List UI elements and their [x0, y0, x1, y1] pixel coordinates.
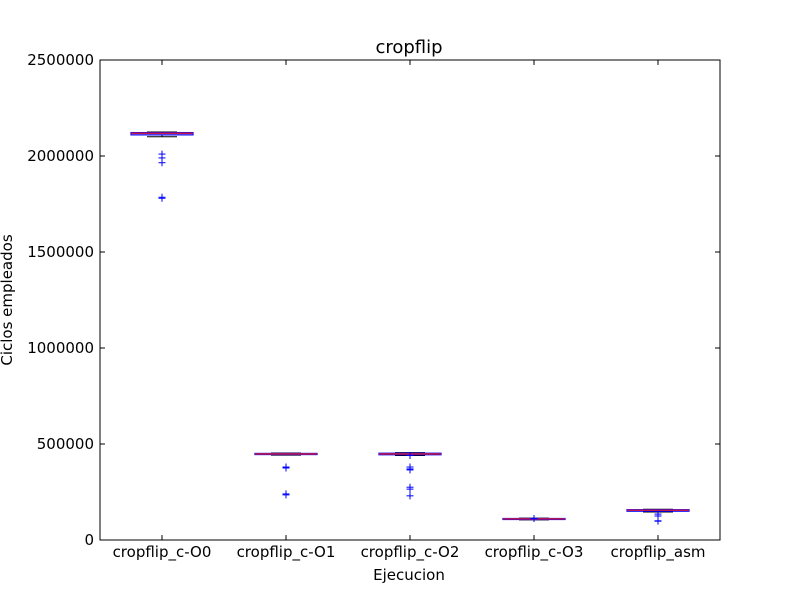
outlier-marker [406, 466, 414, 474]
box-group-cropflip_c-O3 [502, 514, 566, 522]
x-tick-label: cropflip_c-O0 [113, 543, 212, 562]
y-tick-label: 0 [84, 531, 94, 549]
outlier-marker [406, 492, 414, 500]
outlier-marker [406, 452, 414, 460]
chart-title: cropflip [375, 37, 442, 58]
box-group-cropflip_c-O2 [378, 452, 442, 500]
x-tick-label: cropflip_c-O3 [485, 543, 584, 562]
box-group-cropflip_c-O1 [254, 452, 318, 499]
x-tick-label: cropflip_c-O1 [237, 543, 336, 562]
y-tick-label: 2500000 [27, 51, 94, 69]
x-axis-label: Ejecucion [373, 566, 445, 584]
outlier-marker [654, 517, 662, 525]
outlier-marker [158, 194, 166, 202]
outlier-marker [158, 159, 166, 167]
y-tick-label: 500000 [37, 435, 94, 453]
y-axis-label: Ciclos empleados [0, 234, 16, 365]
y-tick-label: 2000000 [27, 147, 94, 165]
x-tick-label: cropflip_asm [610, 543, 705, 562]
box-group-cropflip_c-O0 [130, 131, 194, 202]
x-tick-label: cropflip_c-O2 [361, 543, 460, 562]
outlier-marker [282, 464, 290, 472]
outlier-marker [530, 514, 538, 522]
y-tick-label: 1000000 [27, 339, 94, 357]
plot-marks [130, 131, 690, 525]
axis-ticks: 0 500000 1000000 1500000 2000000 2500000 cropf… [27, 51, 720, 562]
box-group-cropflip_asm [626, 508, 690, 525]
y-tick-label: 1500000 [27, 243, 94, 261]
outlier-marker [406, 485, 414, 493]
plot-frame [99, 59, 721, 541]
outlier-marker [282, 491, 290, 499]
